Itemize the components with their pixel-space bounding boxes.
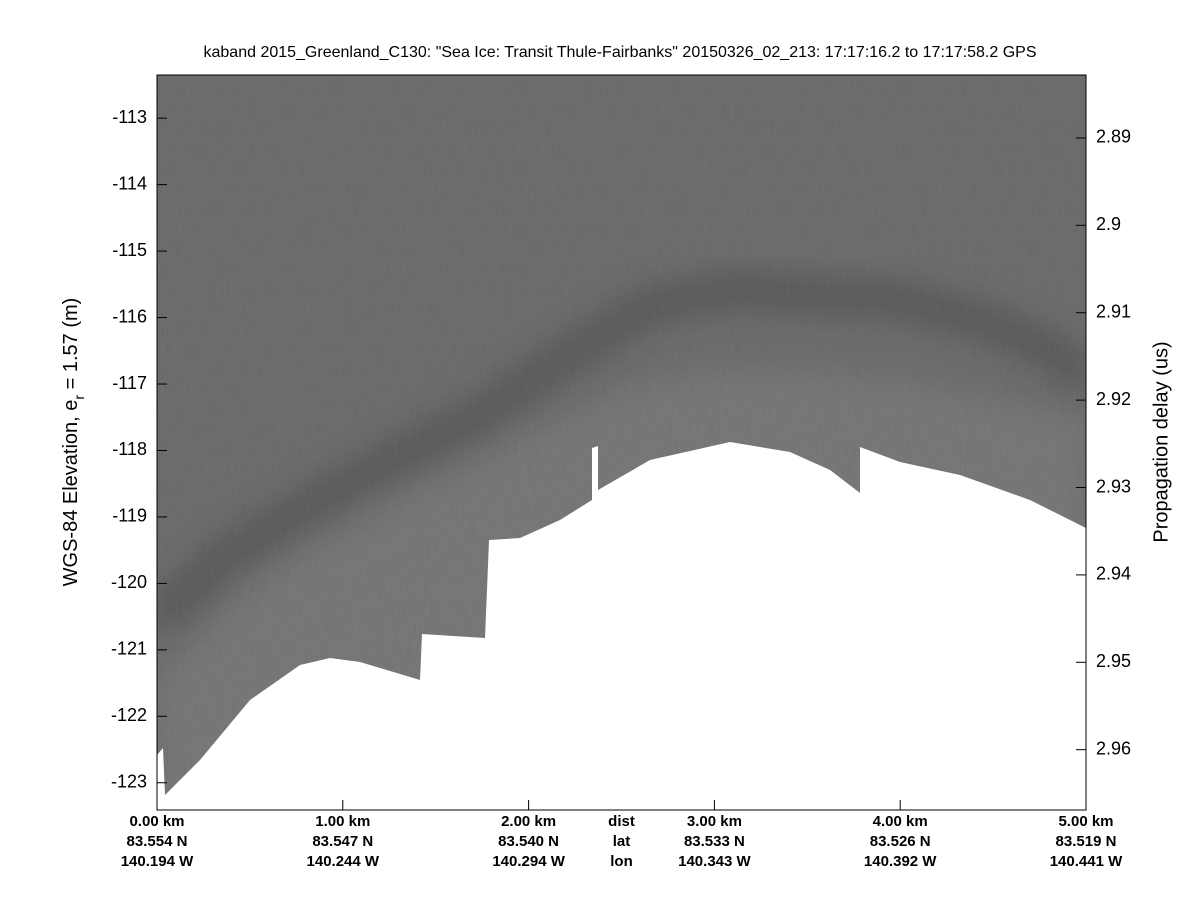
x-tick-lat: 83.519 N <box>1056 833 1117 850</box>
y-tick-label: -117 <box>112 373 147 393</box>
y2-tick-label: 2.9 <box>1096 214 1121 234</box>
plot-frame <box>156 74 1087 811</box>
y2-tick-label: 2.92 <box>1096 389 1131 409</box>
y-axis-label-part: WGS-84 Elevation, e <box>60 400 82 587</box>
x-tick-lat: 83.526 N <box>870 833 931 850</box>
y-tick-label: -115 <box>112 240 147 260</box>
chart-title: kaband 2015_Greenland_C130: "Sea Ice: Tr… <box>204 44 1037 61</box>
x-row-label: lat <box>613 833 631 850</box>
y-tick-label: -123 <box>111 772 147 792</box>
x-tick-label: 4.00 km <box>873 813 928 830</box>
y2-tick-label: 2.94 <box>1096 564 1131 584</box>
x-tick-label: 3.00 km <box>687 813 742 830</box>
y-tick-label: -116 <box>112 306 147 326</box>
y-tick-label: -119 <box>112 506 147 526</box>
y-tick-label: -114 <box>112 173 147 193</box>
x-tick-label: 5.00 km <box>1058 813 1113 830</box>
x-tick-lon: 140.343 W <box>678 853 751 870</box>
x-tick-lon: 140.244 W <box>307 853 380 870</box>
x-tick-label: 0.00 km <box>129 813 184 830</box>
x-row-label: lon <box>610 853 633 870</box>
y2-axis-label: Propagation delay (us) <box>1150 341 1172 542</box>
y2-tick-label: 2.95 <box>1096 651 1131 671</box>
x-tick-lat: 83.554 N <box>127 833 188 850</box>
y-tick-label: -118 <box>112 439 147 459</box>
x-row-label: dist <box>608 813 635 830</box>
y-axis-label-part: r <box>71 395 87 400</box>
y2-tick-label: 2.96 <box>1096 738 1131 758</box>
y2-tick-label: 2.89 <box>1096 127 1131 147</box>
y-tick-label: -120 <box>111 572 147 592</box>
x-tick-lat: 83.540 N <box>498 833 559 850</box>
y-tick-label: -121 <box>111 639 147 659</box>
x-tick-lon: 140.194 W <box>121 853 194 870</box>
y-tick-label: -122 <box>111 705 147 725</box>
y2-tick-label: 2.93 <box>1096 476 1131 496</box>
x-tick-lon: 140.392 W <box>864 853 937 870</box>
x-tick-lon: 140.294 W <box>492 853 565 870</box>
echogram-image <box>157 75 1086 810</box>
y2-tick-label: 2.91 <box>1096 301 1131 321</box>
x-tick-lat: 83.547 N <box>312 833 373 850</box>
y-axis-label: WGS-84 Elevation, er = 1.57 (m) <box>60 298 86 587</box>
x-tick-label: 2.00 km <box>501 813 556 830</box>
x-tick-label: 1.00 km <box>315 813 370 830</box>
y-tick-label: -113 <box>112 107 147 127</box>
x-tick-lon: 140.441 W <box>1050 853 1123 870</box>
x-tick-lat: 83.533 N <box>684 833 745 850</box>
y-axis-label-part: = 1.57 (m) <box>60 298 82 395</box>
